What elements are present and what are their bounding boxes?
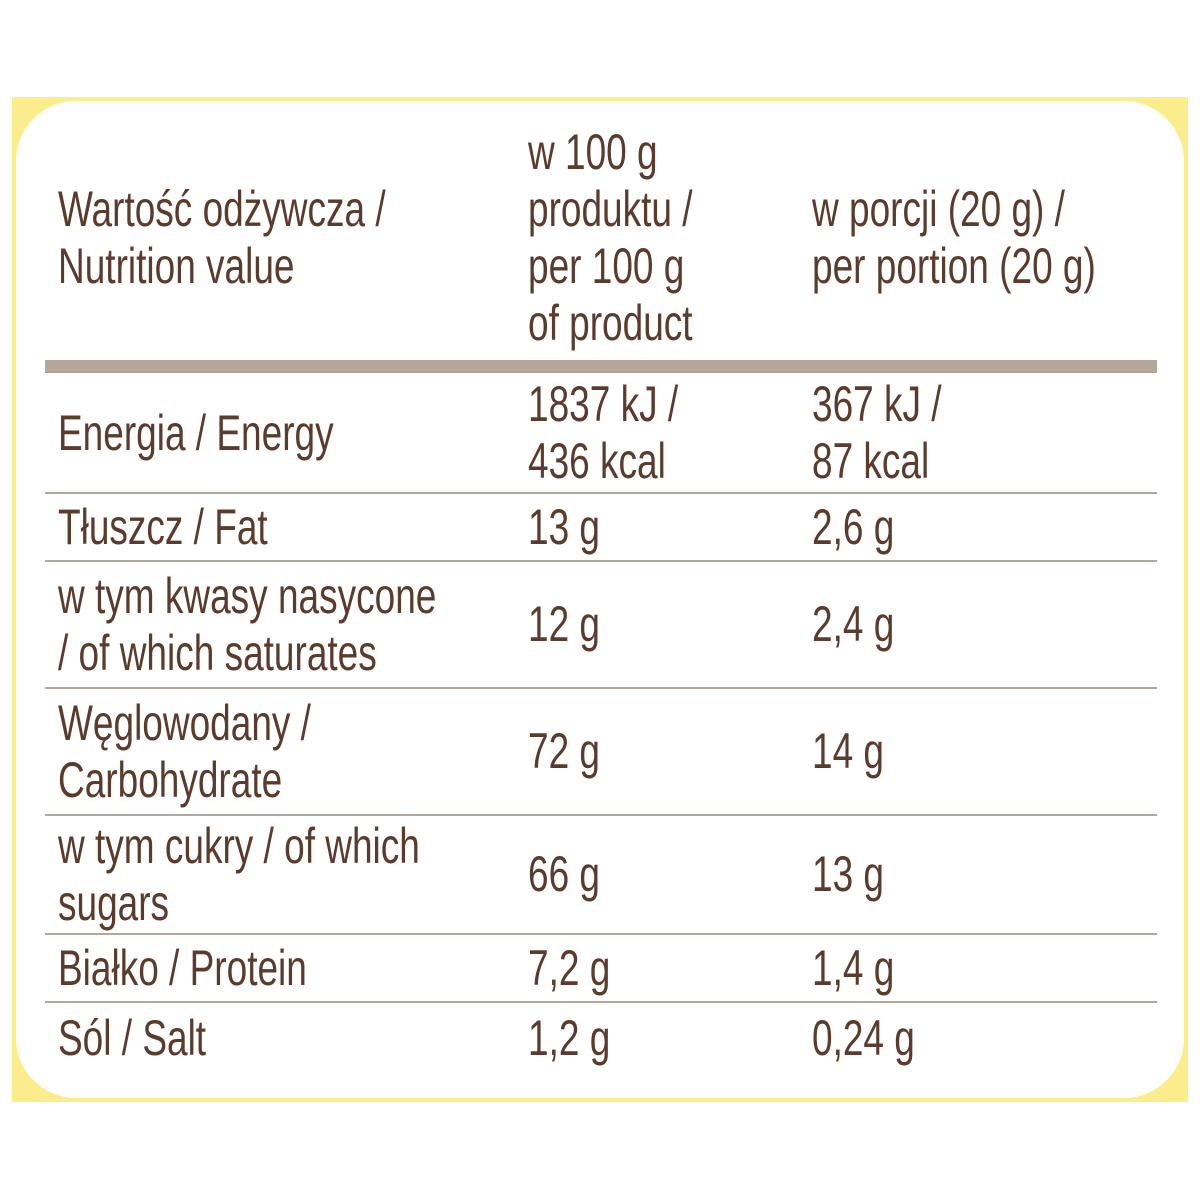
cell-text: w tym kwasy nasycone (58, 567, 437, 624)
cell-text: 1,4 g (812, 939, 895, 996)
table-cell: 72 g (528, 688, 625, 815)
table-cell: w tym cukry / of which sugars (58, 815, 547, 934)
cell-text: produktu / (528, 180, 693, 237)
header-cell: Wartość odżywcza / Nutrition value (58, 120, 501, 355)
table-cell: 1,4 g (812, 934, 923, 1002)
cell-text: of product (528, 294, 693, 351)
cell-text: / of which saturates (58, 624, 377, 681)
table-cell: 2,6 g (812, 493, 923, 561)
card (16, 101, 1184, 1098)
row-rule (45, 687, 1157, 689)
cell-text: 13 g (812, 846, 885, 902)
table-cell: Tłuszcz / Fat (58, 493, 341, 561)
cell-text: 1,2 g (528, 1010, 611, 1066)
cell-text: Białko / Protein (58, 939, 307, 996)
cell-text: 13 g (528, 498, 601, 555)
cell-text: w porcji (20 g) / (812, 180, 1065, 237)
cell-text: Tłuszcz / Fat (58, 498, 268, 555)
table-cell: 66 g (528, 815, 625, 934)
cell-text: 2,6 g (812, 498, 895, 555)
table-cell: 1,2 g (528, 1002, 639, 1075)
row-rule (45, 492, 1157, 494)
table-cell: Węglowodany / Carbohydrate (58, 688, 400, 815)
cell-text: Nutrition value (58, 237, 295, 294)
table-cell: 12 g (528, 561, 625, 688)
row-rule (45, 814, 1157, 816)
cell-text: 87 kcal (812, 433, 930, 489)
cell-text: Carbohydrate (58, 751, 283, 808)
cell-text: Sól / Salt (58, 1010, 207, 1066)
header-rule (45, 360, 1157, 373)
table-cell: 1837 kJ /436 kcal (528, 373, 731, 493)
cell-text: 0,24 g (812, 1010, 915, 1066)
table-cell: 13 g (812, 815, 909, 934)
table-cell: Białko / Protein (58, 934, 394, 1002)
table-cell: w tym kwasy nasycone / of which saturates (58, 561, 569, 688)
cell-text: Energia / Energy (58, 404, 334, 461)
cell-text: 14 g (812, 723, 885, 779)
cell-text: 367 kJ / (812, 376, 942, 432)
cell-text: 1837 kJ / (528, 376, 679, 432)
cell-text: w tym cukry / of which (58, 817, 420, 874)
table-cell: Sól / Salt (58, 1002, 258, 1075)
cell-text: 436 kcal (528, 433, 666, 489)
table-cell: Energia / Energy (58, 373, 430, 493)
table-cell: 367 kJ /87 kcal (812, 373, 987, 493)
table-cell: 2,4 g (812, 561, 923, 688)
cell-text: per portion (20 g) (812, 237, 1096, 294)
cell-text: sugars (58, 874, 170, 931)
row-rule (45, 1001, 1157, 1003)
cell-text: 66 g (528, 846, 601, 902)
cell-text: Wartość odżywcza / (58, 180, 386, 237)
cell-text: 72 g (528, 723, 601, 779)
header-cell: w 100 g produktu / per 100 g of product (528, 120, 750, 355)
table-cell: 13 g (528, 493, 625, 561)
table-cell: 14 g (812, 688, 909, 815)
table-cell: 7,2 g (528, 934, 639, 1002)
cell-text: 7,2 g (528, 939, 611, 996)
cell-text: w 100 g (528, 123, 658, 180)
cell-text: 12 g (528, 596, 601, 652)
cell-text: Węglowodany / (58, 694, 311, 751)
table-cell: 0,24 g (812, 1002, 951, 1075)
cell-text: 2,4 g (812, 596, 895, 652)
row-rule (45, 933, 1157, 935)
row-rule (45, 560, 1157, 562)
header-cell: w porcji (20 g) / per portion (20 g) (812, 120, 1196, 355)
cell-text: per 100 g (528, 237, 685, 294)
